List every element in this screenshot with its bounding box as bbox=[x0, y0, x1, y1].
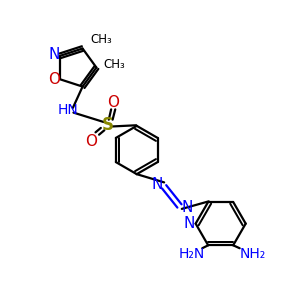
Text: O: O bbox=[107, 94, 119, 110]
Text: CH₃: CH₃ bbox=[104, 58, 125, 70]
Text: N: N bbox=[49, 47, 60, 62]
Text: O: O bbox=[85, 134, 97, 149]
Text: O: O bbox=[48, 72, 60, 87]
Text: N: N bbox=[184, 216, 195, 231]
Text: S: S bbox=[101, 116, 113, 134]
Text: CH₃: CH₃ bbox=[91, 33, 112, 46]
Text: N: N bbox=[181, 200, 193, 215]
Text: NH₂: NH₂ bbox=[239, 247, 266, 260]
Text: HN: HN bbox=[57, 103, 78, 117]
Text: H₂N: H₂N bbox=[179, 247, 205, 260]
Text: N: N bbox=[151, 177, 163, 192]
